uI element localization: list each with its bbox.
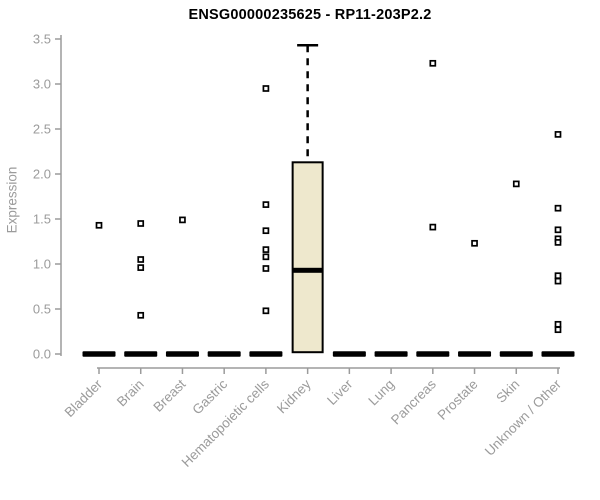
- median-line: [292, 267, 323, 273]
- x-tick-label: Skin: [493, 377, 522, 406]
- zero-boxplot-bar: [416, 351, 450, 357]
- chart-title: ENSG00000235625 - RP11-203P2.2: [188, 7, 432, 23]
- zero-boxplot-bar: [332, 351, 366, 357]
- data-point: [554, 239, 562, 246]
- data-point: [137, 264, 145, 271]
- data-point: [262, 246, 270, 253]
- y-tick-label: 0.0: [33, 347, 51, 362]
- x-tick-label: Brain: [114, 377, 147, 410]
- data-point: [554, 226, 562, 234]
- x-tick-label: Prostate: [435, 377, 481, 423]
- y-tick-label: 2.0: [33, 167, 51, 182]
- zero-boxplot-bar: [499, 351, 533, 357]
- data-point: [262, 227, 270, 235]
- data-point: [554, 131, 562, 138]
- zero-boxplot-bar: [165, 351, 199, 357]
- zero-boxplot-bar: [541, 351, 575, 357]
- data-point: [554, 320, 562, 328]
- data-point: [554, 277, 562, 285]
- x-tick-label: Unknown / Other: [482, 376, 565, 459]
- data-point: [137, 311, 145, 319]
- box: [291, 161, 324, 354]
- data-point: [262, 265, 270, 272]
- y-tick-label: 2.5: [33, 122, 51, 137]
- data-point: [429, 223, 437, 231]
- zero-boxplot-bar: [207, 351, 241, 357]
- data-point: [137, 256, 145, 263]
- y-tick-label: 0.5: [33, 302, 51, 317]
- zero-boxplot-bar: [82, 351, 116, 357]
- x-tick-label: Lung: [365, 377, 397, 409]
- y-tick-label: 3.0: [33, 77, 51, 92]
- data-point: [554, 272, 562, 280]
- x-tick-label: Liver: [324, 376, 356, 408]
- x-tick-label: Kidney: [274, 376, 314, 416]
- data-point: [179, 216, 186, 224]
- zero-boxplot-bar: [374, 351, 408, 357]
- data-point: [554, 326, 562, 334]
- data-point: [262, 307, 270, 315]
- data-point: [262, 253, 270, 261]
- x-tick-label: Gastric: [189, 376, 230, 417]
- data-point: [554, 204, 562, 212]
- data-point: [429, 59, 437, 67]
- x-tick-label: Breast: [150, 376, 188, 414]
- data-point: [262, 85, 270, 92]
- x-tick-label: Bladder: [62, 376, 106, 420]
- y-tick-label: 3.5: [33, 32, 51, 47]
- data-point: [95, 221, 103, 229]
- zero-boxplot-bar: [124, 351, 158, 357]
- data-point: [471, 239, 478, 247]
- y-tick-label: 1.0: [33, 257, 51, 272]
- zero-boxplot-bar: [249, 351, 283, 357]
- y-tick-label: 1.5: [33, 212, 51, 227]
- x-tick-label: Pancreas: [388, 376, 439, 427]
- data-point: [262, 201, 270, 208]
- data-point: [512, 180, 520, 188]
- data-point: [137, 220, 145, 227]
- zero-boxplot-bar: [458, 351, 492, 357]
